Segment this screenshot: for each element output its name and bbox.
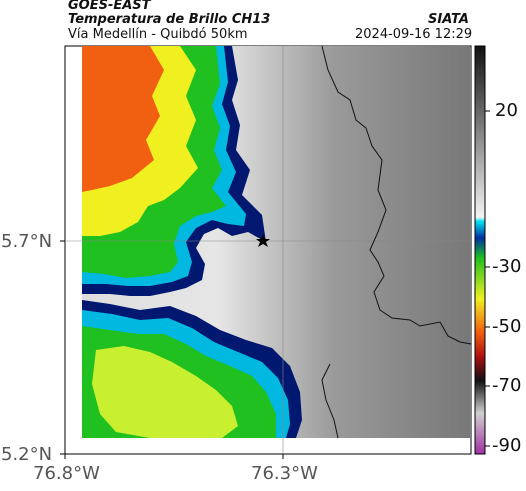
org-label: SIATA (428, 12, 469, 27)
lat-tick-label: 5.2°N (1, 444, 53, 465)
cloud-top-upper (82, 46, 266, 296)
colorbar-label: -90 (492, 435, 522, 456)
admin-boundary (321, 45, 472, 345)
cloud-top-lower (82, 300, 302, 438)
location-star-marker (256, 234, 270, 247)
colorbar-label: -50 (492, 316, 522, 337)
datetime-label: 2024-09-16 12:29 (355, 27, 473, 42)
product-title: Temperatura de Brillo CH13 (68, 12, 271, 27)
colorbar-label: -70 (492, 375, 522, 396)
colorbar (474, 45, 486, 455)
lon-tick-label: 76.8°W (33, 463, 100, 484)
colorbar-label: -30 (492, 256, 522, 277)
colorbar-label: 20 (495, 100, 518, 121)
lat-tick-label: 5.7°N (1, 231, 53, 252)
lon-tick-label: 76.3°W (251, 463, 318, 484)
route-subtitle: Vía Medellín - Quibdó 50km (68, 27, 248, 42)
source-title: GOES-EAST (68, 0, 151, 13)
admin-boundary-south (321, 363, 339, 439)
